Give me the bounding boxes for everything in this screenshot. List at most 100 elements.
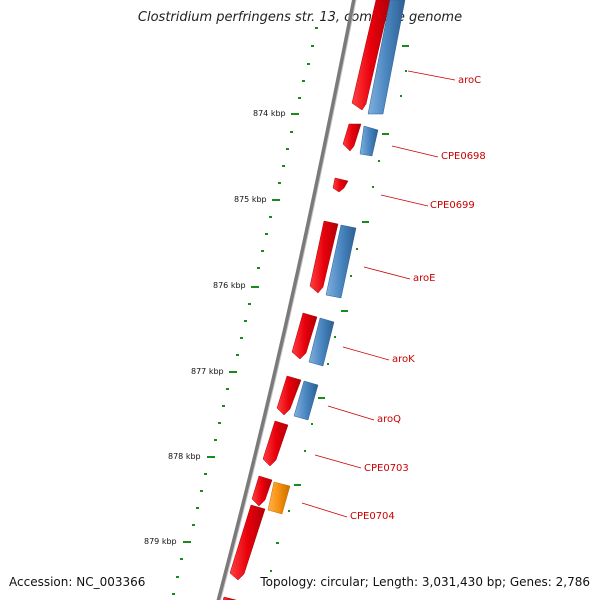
minor-tick	[315, 27, 318, 29]
minor-tick	[311, 45, 314, 47]
gene-block[interactable]	[308, 317, 335, 367]
leader-line	[314, 454, 362, 469]
major-tick	[272, 199, 280, 201]
inner-major-tick	[382, 133, 389, 135]
inner-minor-tick	[356, 248, 358, 250]
minor-tick	[176, 576, 179, 578]
inner-minor-tick	[378, 160, 380, 162]
inner-major-tick	[362, 221, 369, 223]
leader-line	[363, 266, 411, 280]
leader-line	[301, 502, 348, 518]
minor-tick	[278, 182, 281, 184]
major-tick	[183, 541, 191, 543]
minor-tick	[248, 303, 251, 305]
gene-block-other[interactable]	[267, 481, 291, 515]
gene-label-cpe0699[interactable]: CPE0699	[430, 200, 475, 211]
inner-minor-tick	[270, 570, 272, 572]
gene-arrow[interactable]	[342, 123, 362, 152]
topology-text: Topology: circular; Length: 3,031,430 bp…	[260, 575, 590, 589]
minor-tick	[218, 422, 221, 424]
gene-arrow[interactable]	[332, 177, 349, 193]
gene-label-aroK[interactable]: aroK	[392, 354, 415, 365]
inner-minor-tick	[276, 542, 279, 544]
inner-minor-tick	[350, 275, 352, 277]
minor-tick	[222, 405, 225, 407]
major-tick	[229, 371, 237, 373]
minor-tick	[265, 233, 268, 235]
gene-arrow[interactable]	[262, 420, 289, 467]
gene-arrow[interactable]	[276, 375, 302, 416]
gene-block[interactable]	[325, 224, 357, 299]
minor-tick	[236, 354, 239, 356]
inner-minor-tick	[311, 423, 313, 425]
minor-tick	[261, 250, 264, 252]
inner-minor-tick	[327, 363, 329, 365]
minor-tick	[180, 558, 183, 560]
inner-major-tick	[402, 45, 409, 47]
inner-minor-tick	[405, 70, 407, 72]
minor-tick	[196, 507, 199, 509]
tick-label: 877 kbp	[191, 367, 224, 376]
tick-marks	[172, 27, 318, 595]
minor-tick	[240, 337, 243, 339]
minor-tick	[257, 267, 260, 269]
inner-major-tick	[294, 484, 301, 486]
major-tick	[251, 286, 259, 288]
minor-tick	[226, 388, 229, 390]
inner-minor-tick	[288, 510, 290, 512]
tick-label: 875 kbp	[234, 195, 267, 204]
genome-backbone	[216, 0, 357, 600]
leader-line	[342, 346, 390, 361]
gene-arrow[interactable]	[222, 596, 237, 600]
gene-label-cpe0703[interactable]: CPE0703	[364, 463, 409, 474]
inner-minor-tick	[334, 336, 336, 338]
minor-tick	[302, 80, 305, 82]
gene-label-aroE[interactable]: aroE	[413, 273, 435, 284]
gene-arrow[interactable]	[251, 475, 273, 507]
gene-label-cpe0704[interactable]: CPE0704	[350, 511, 395, 522]
inner-major-tick	[318, 397, 325, 399]
reverse-genes	[293, 0, 406, 421]
minor-tick	[290, 131, 293, 133]
gene-label-cpe0698[interactable]: CPE0698	[441, 151, 486, 162]
gene-arrow[interactable]	[291, 312, 318, 360]
inner-major-tick	[341, 310, 348, 312]
gene-block[interactable]	[293, 380, 319, 421]
inner-minor-tick	[400, 95, 402, 97]
tick-label: 879 kbp	[144, 537, 177, 546]
genome-backbone-highlight	[220, 0, 357, 600]
tick-label: 874 kbp	[253, 109, 286, 118]
inner-minor-tick	[304, 450, 306, 452]
major-tick	[207, 456, 215, 458]
gene-label-aroC[interactable]: aroC	[458, 75, 481, 86]
minor-tick	[200, 490, 203, 492]
minor-tick	[172, 593, 175, 595]
minor-tick	[269, 216, 272, 218]
minor-tick	[244, 320, 247, 322]
gene-arrow[interactable]	[229, 504, 266, 581]
minor-tick	[192, 524, 195, 526]
forward-genes	[222, 0, 391, 600]
gene-arrow[interactable]	[309, 220, 339, 294]
label-leaders	[301, 70, 456, 518]
minor-tick	[214, 439, 217, 441]
leader-line	[327, 405, 375, 421]
gene-block[interactable]	[367, 0, 406, 115]
minor-tick	[298, 97, 301, 99]
gene-block[interactable]	[359, 125, 379, 157]
tick-label: 876 kbp	[213, 281, 246, 290]
accession-text: Accession: NC_003366	[9, 575, 146, 589]
major-tick	[291, 113, 299, 115]
gene-arrow[interactable]	[351, 0, 391, 111]
leader-line	[391, 145, 439, 158]
gene-label-aroQ[interactable]: aroQ	[377, 414, 401, 425]
minor-tick	[307, 63, 310, 65]
minor-tick	[286, 148, 289, 150]
tick-label: 878 kbp	[168, 452, 201, 461]
inner-minor-tick	[372, 186, 374, 188]
minor-tick	[282, 165, 285, 167]
leader-line	[380, 194, 429, 207]
minor-tick	[204, 473, 207, 475]
inner-tick-marks	[270, 45, 409, 572]
